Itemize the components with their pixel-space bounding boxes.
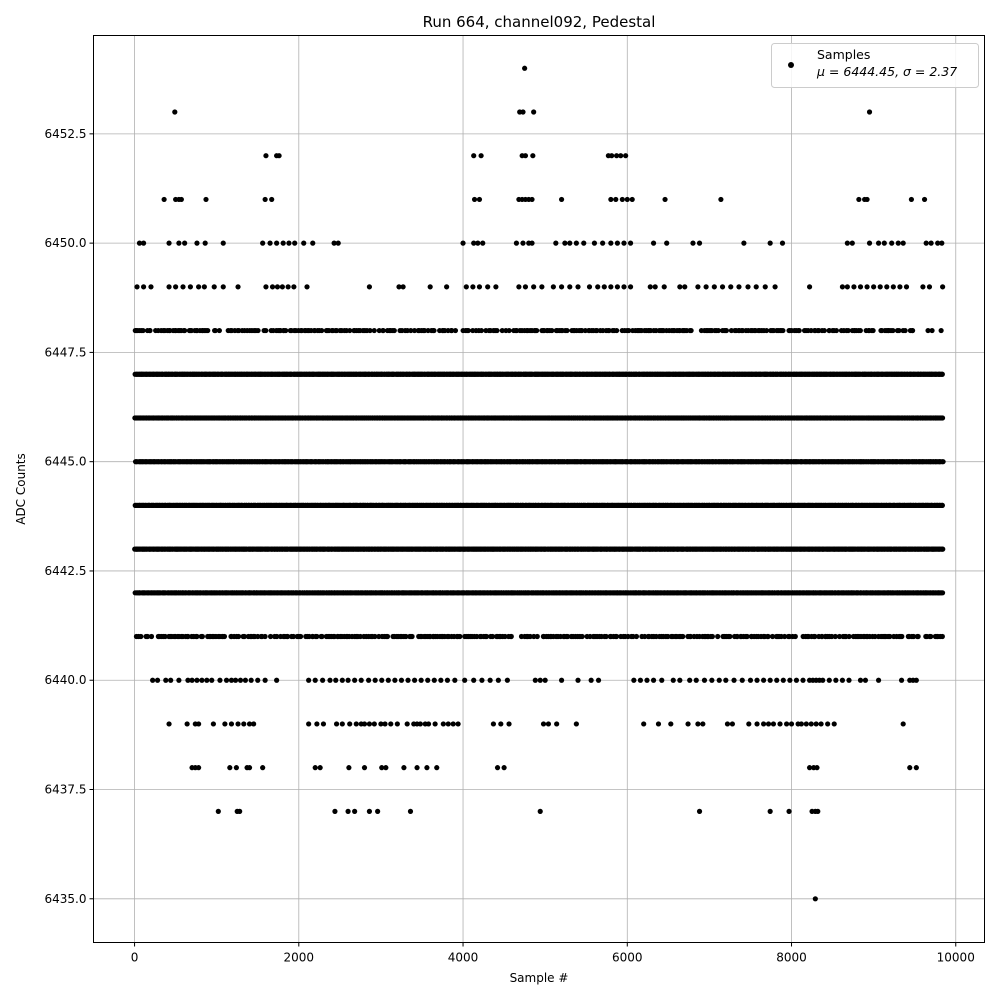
data-point <box>221 633 228 640</box>
data-point <box>782 633 788 640</box>
data-point <box>613 633 620 640</box>
data-point <box>769 633 776 640</box>
data-point <box>384 633 391 640</box>
data-point <box>527 633 533 640</box>
data-point <box>235 633 242 640</box>
data-point <box>284 633 291 640</box>
data-point <box>928 633 934 640</box>
data-point <box>846 633 852 640</box>
data-point <box>715 633 721 640</box>
data-point <box>829 633 835 640</box>
data-point <box>939 633 945 640</box>
data-point <box>319 633 325 640</box>
data-point <box>727 633 733 640</box>
data-point <box>603 633 609 640</box>
data-point <box>274 633 280 640</box>
data-point <box>940 459 946 465</box>
data-point <box>915 633 921 640</box>
data-point <box>138 633 144 640</box>
data-point <box>887 633 893 640</box>
data-point <box>314 633 320 640</box>
data-point <box>832 633 838 640</box>
data-point <box>489 633 496 640</box>
data-points <box>132 65 946 902</box>
data-point <box>262 633 268 640</box>
data-point <box>939 590 946 596</box>
grid <box>93 35 985 943</box>
data-point <box>565 633 571 640</box>
data-point <box>199 633 205 640</box>
data-point <box>144 633 151 640</box>
data-point <box>765 633 771 640</box>
data-point <box>579 633 585 640</box>
data-point <box>680 633 686 640</box>
data-point <box>939 415 946 421</box>
data-point <box>483 633 490 640</box>
data-point <box>633 633 640 640</box>
data-point <box>409 633 415 640</box>
data-point <box>457 633 463 640</box>
data-point <box>403 633 409 640</box>
data-point <box>899 633 905 640</box>
data-point <box>290 633 297 640</box>
data-point <box>744 633 750 640</box>
data-point <box>162 633 168 640</box>
data-point <box>185 633 191 640</box>
data-point <box>241 633 248 640</box>
data-point <box>709 633 715 640</box>
data-point <box>836 633 843 640</box>
data-point <box>297 633 304 640</box>
data-point <box>910 633 917 640</box>
data-point <box>148 633 155 640</box>
data-point <box>508 633 514 640</box>
data-point <box>267 633 274 640</box>
data-point <box>940 546 946 552</box>
data-point <box>939 502 945 508</box>
data-point <box>792 633 798 640</box>
data-point <box>812 633 818 640</box>
data-point <box>194 633 200 640</box>
data-point <box>372 633 378 640</box>
chart-title: Run 664, channel092, Pedestal <box>423 13 656 31</box>
data-point <box>534 633 540 640</box>
